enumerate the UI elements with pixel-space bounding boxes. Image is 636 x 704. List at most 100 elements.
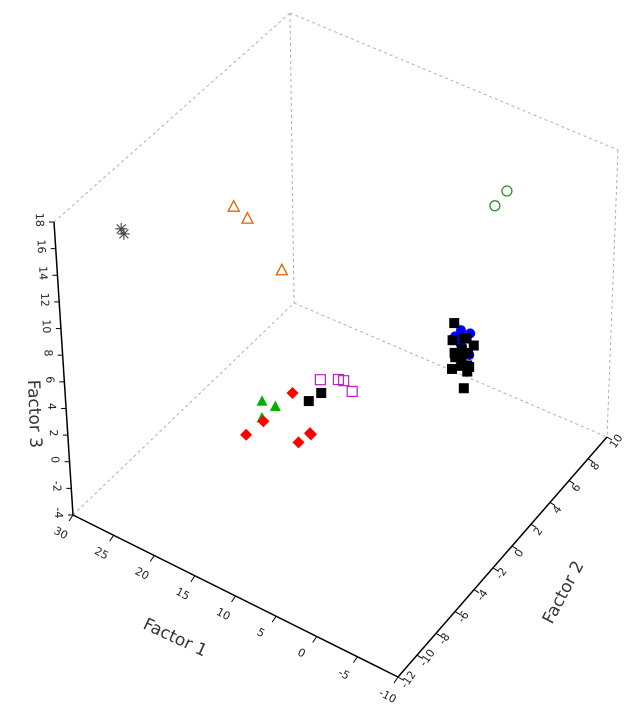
z-tick-label: 18 bbox=[33, 213, 46, 227]
x-tick-mark bbox=[352, 656, 358, 664]
x-tick-mark bbox=[393, 676, 399, 684]
data-point bbox=[338, 375, 350, 387]
y-tick-mark bbox=[397, 676, 404, 681]
z-tick-label: -2 bbox=[50, 481, 63, 492]
data-points bbox=[115, 185, 513, 449]
x-tick-mark bbox=[231, 595, 236, 603]
data-point bbox=[449, 347, 460, 358]
x-tick-label: 15 bbox=[173, 585, 191, 603]
data-point bbox=[269, 400, 281, 411]
data-point bbox=[257, 415, 270, 428]
asterisk-stroke bbox=[116, 223, 127, 234]
y-axis-line bbox=[397, 436, 608, 678]
y-tick-label: 10 bbox=[607, 432, 626, 451]
y-tick-label: 4 bbox=[550, 503, 565, 516]
x-tick-label: 10 bbox=[214, 605, 232, 623]
z-tick-label: 2 bbox=[47, 429, 60, 436]
y-axis-title: Factor 2 bbox=[539, 558, 589, 628]
data-point bbox=[304, 427, 317, 440]
data-point bbox=[292, 436, 305, 449]
x-axis-title: Factor 1 bbox=[140, 614, 210, 661]
x-tick-label: 30 bbox=[52, 524, 70, 542]
x-tick-mark bbox=[68, 514, 74, 522]
y-tick-mark bbox=[473, 589, 480, 594]
data-point bbox=[501, 185, 513, 197]
z-tick-label: 6 bbox=[43, 376, 56, 383]
y-tick-mark bbox=[511, 545, 518, 550]
x-tick-label: -5 bbox=[336, 666, 352, 683]
x-tick-label: 0 bbox=[295, 646, 307, 661]
data-point bbox=[275, 262, 289, 276]
y-tick-mark bbox=[549, 502, 556, 506]
data-point bbox=[462, 347, 473, 358]
data-point bbox=[447, 335, 458, 346]
y-tick-label: 0 bbox=[512, 547, 527, 560]
data-point bbox=[240, 211, 255, 224]
data-point bbox=[227, 199, 241, 212]
y-tick-mark bbox=[416, 654, 423, 659]
z-tick-label: 8 bbox=[42, 349, 55, 356]
data-point bbox=[456, 360, 467, 371]
series-circle-open bbox=[489, 185, 513, 212]
x-tick-mark bbox=[312, 636, 318, 643]
y-tick-mark bbox=[606, 436, 613, 441]
data-point bbox=[449, 318, 460, 329]
x-tick-mark bbox=[271, 615, 277, 623]
y-tick-mark bbox=[587, 458, 594, 463]
y-tick-label: 8 bbox=[588, 459, 603, 472]
asterisk-stroke bbox=[118, 228, 129, 239]
box-edge bbox=[289, 12, 619, 151]
series-square-filled bbox=[303, 318, 479, 407]
data-point bbox=[256, 395, 268, 406]
z-tick-label: 14 bbox=[36, 266, 49, 280]
y-tick-label: -8 bbox=[436, 631, 453, 647]
z-axis-title: Factor 3 bbox=[23, 379, 45, 448]
x-tick-mark bbox=[190, 575, 196, 583]
z-tick-label: 12 bbox=[38, 293, 51, 307]
y-tick-mark bbox=[530, 523, 537, 528]
data-point bbox=[303, 396, 314, 407]
data-point bbox=[489, 200, 501, 212]
y-tick-label: 2 bbox=[531, 525, 546, 538]
box-edge bbox=[72, 302, 295, 516]
x-tick-mark bbox=[109, 534, 115, 542]
x-tick-label: -10 bbox=[377, 686, 399, 704]
box-edge bbox=[53, 12, 291, 223]
data-point bbox=[346, 385, 358, 398]
y-tick-label: -10 bbox=[417, 647, 438, 669]
data-point bbox=[447, 363, 458, 374]
data-point bbox=[240, 428, 253, 441]
y-tick-mark bbox=[492, 567, 499, 572]
y-tick-mark bbox=[454, 611, 461, 615]
data-point bbox=[459, 333, 470, 344]
series-asterisk bbox=[115, 222, 130, 240]
x-tick-label: 20 bbox=[133, 565, 151, 583]
series-triangle-open bbox=[227, 199, 289, 276]
data-point bbox=[456, 344, 467, 355]
y-tick-label: -2 bbox=[493, 565, 510, 581]
y-tick-label: -4 bbox=[474, 587, 491, 603]
axes bbox=[53, 221, 608, 678]
data-point bbox=[456, 352, 467, 363]
data-point bbox=[286, 386, 299, 399]
box-edge bbox=[289, 12, 295, 304]
data-point bbox=[117, 227, 130, 240]
z-tick-label: 4 bbox=[45, 403, 58, 410]
y-tick-mark bbox=[568, 480, 575, 485]
z-axis-line bbox=[53, 221, 74, 516]
data-point bbox=[464, 361, 475, 372]
data-point bbox=[314, 374, 326, 386]
x-tick-label: 5 bbox=[255, 625, 267, 640]
y-tick-label: 6 bbox=[569, 481, 584, 494]
y-tick-mark bbox=[435, 632, 442, 637]
data-point bbox=[316, 388, 327, 399]
z-tick-label: 0 bbox=[48, 456, 61, 463]
y-tick-label: -6 bbox=[455, 609, 472, 625]
series-diamond-filled bbox=[240, 386, 317, 449]
z-tick-label: 16 bbox=[34, 239, 47, 253]
data-point bbox=[468, 340, 479, 351]
z-tick-label: -4 bbox=[52, 507, 65, 518]
y-tick-label: -12 bbox=[398, 669, 419, 691]
tick-group: 302520151050-5-10-12-10-8-6-4-20246810-4… bbox=[33, 213, 626, 704]
